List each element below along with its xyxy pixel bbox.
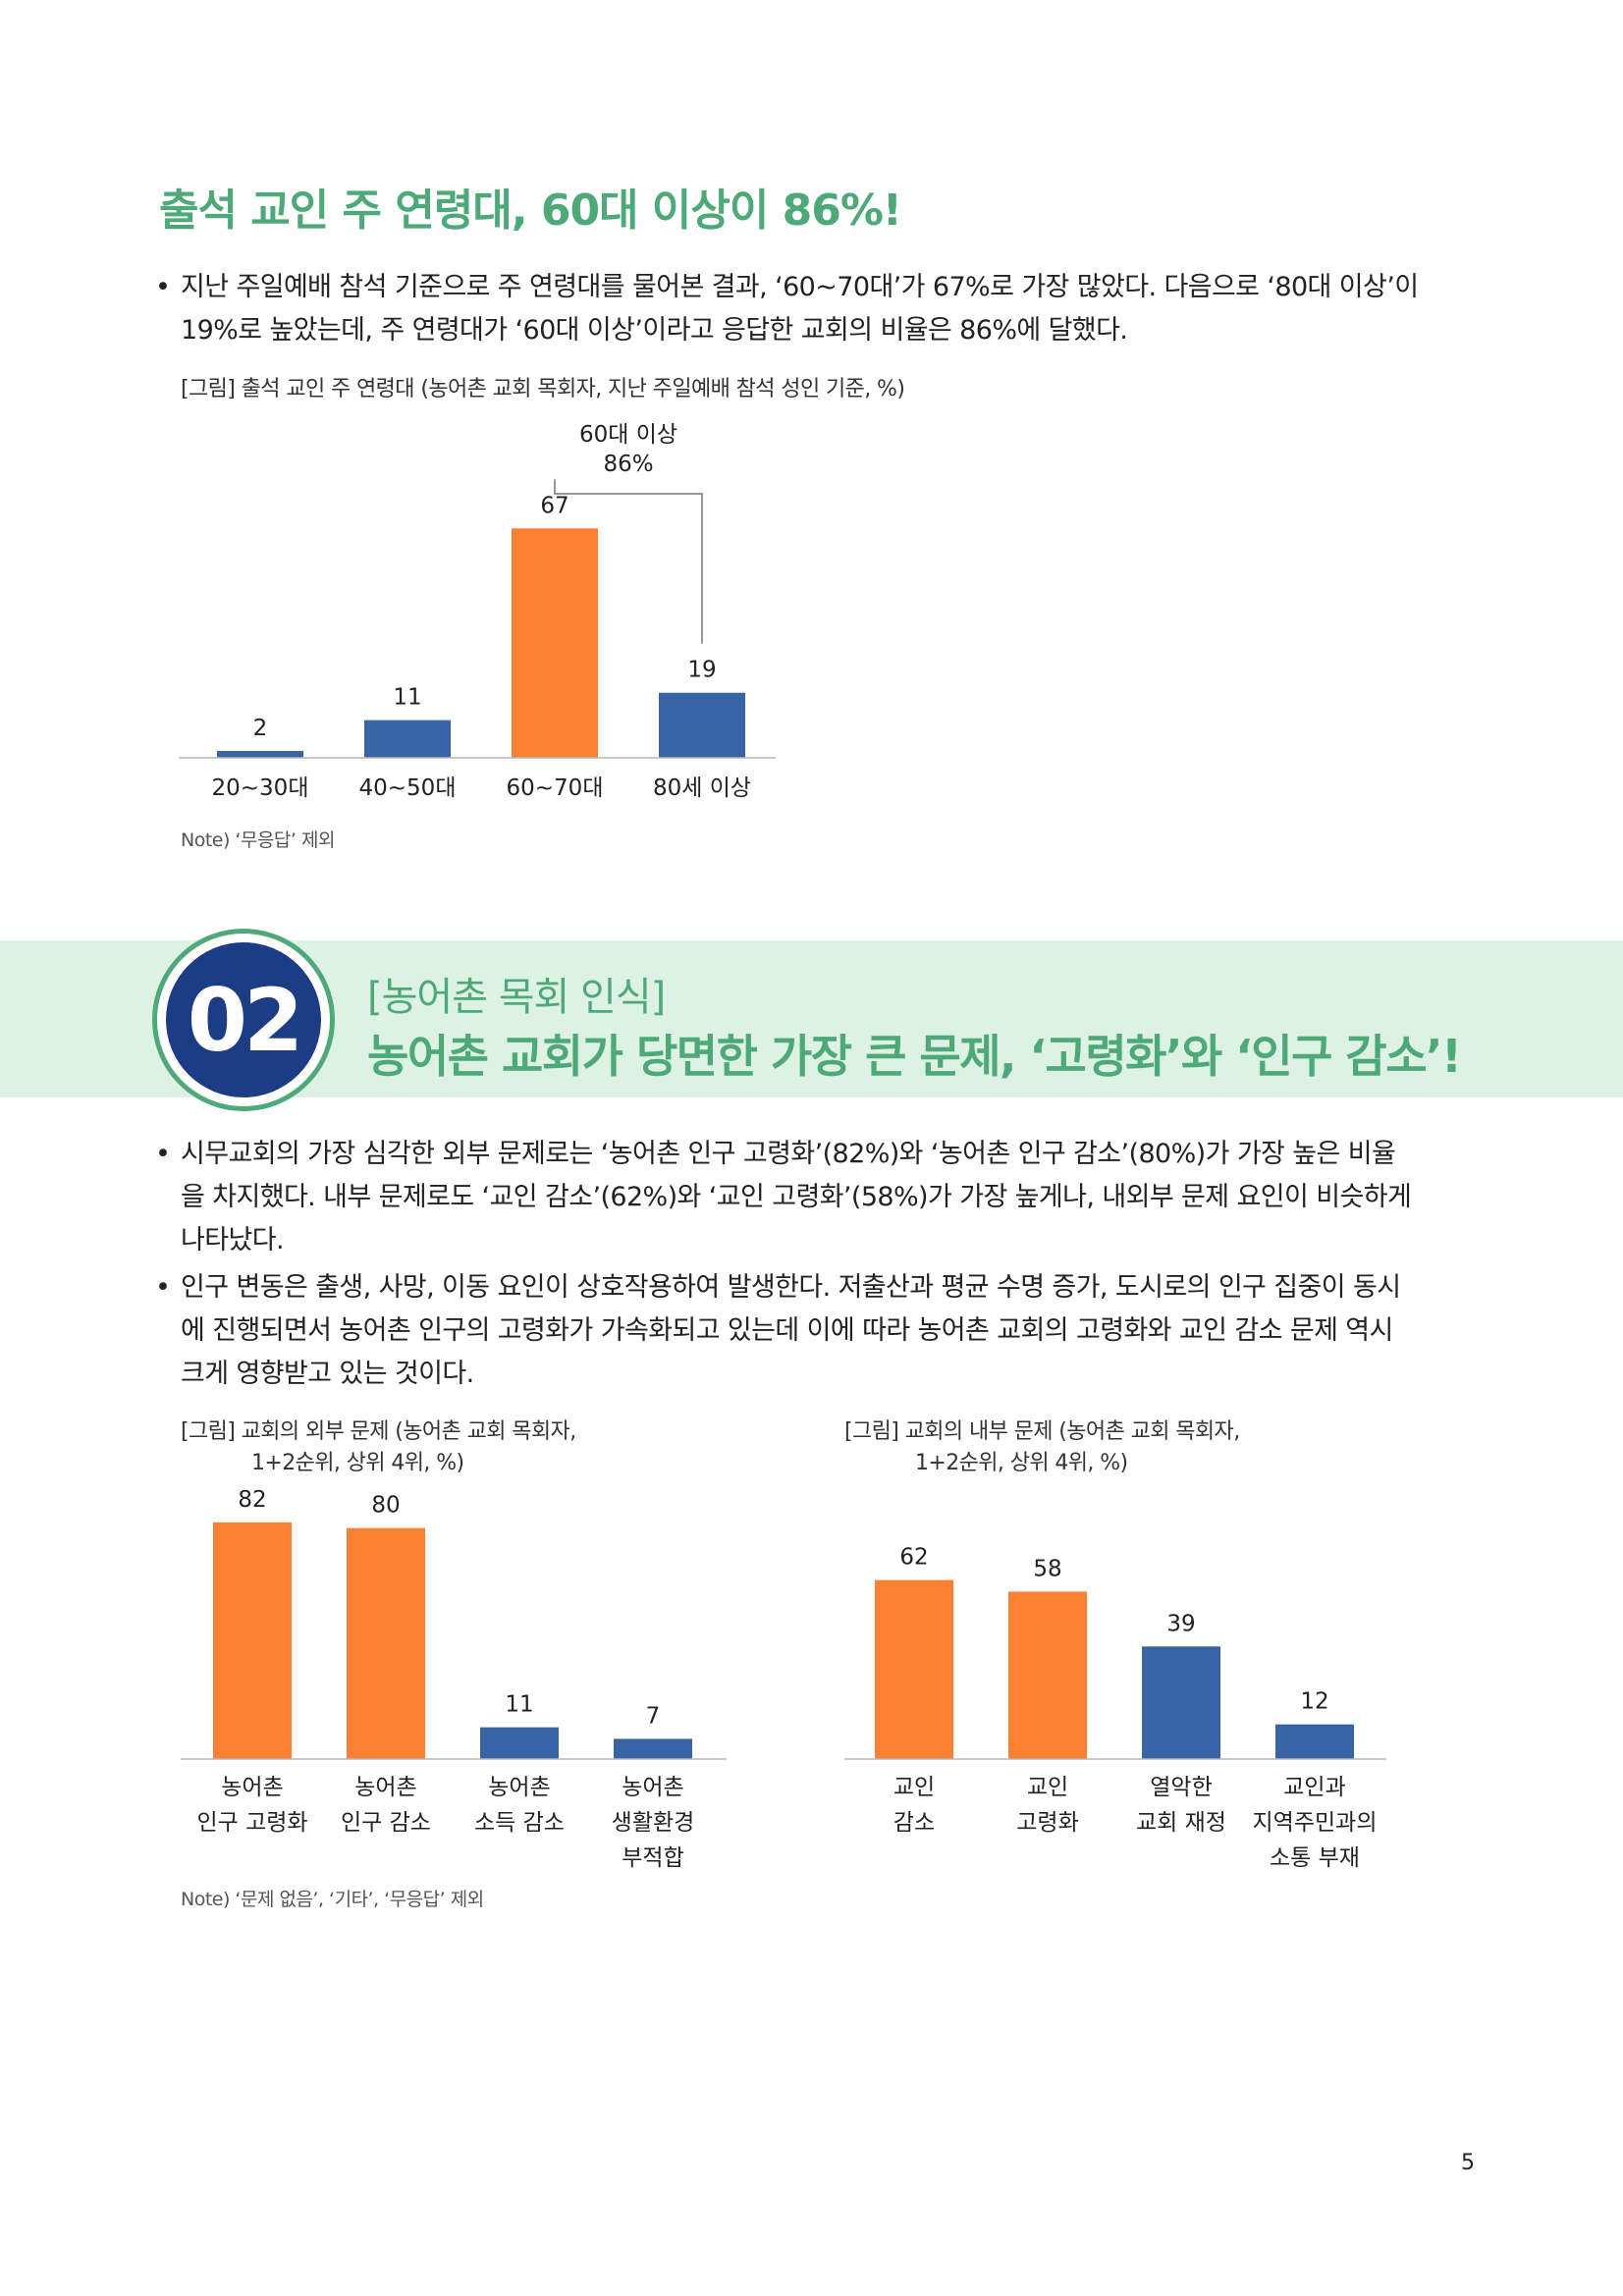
- text-line: 을 차지했다. 내부 문제로도 ‘교인 감소’(62%)와 ‘교인 고령화’(5…: [181, 1182, 1412, 1212]
- category-label: 소통 부재: [1270, 1845, 1360, 1871]
- category-label: 농어촌: [221, 1775, 283, 1800]
- age-group-bar-chart: 2 20~30대 11 40~50대 67 60~70대 19 80세 이상 60대 이상 86%: [179, 422, 776, 801]
- bar-value-label: 82: [238, 1487, 266, 1513]
- bar: [347, 1527, 425, 1759]
- bullet: •: [155, 1272, 171, 1303]
- category-label: 지역주민과의: [1253, 1810, 1378, 1836]
- caption-line: 1+2순위, 상위 4위, %): [915, 1451, 1128, 1475]
- bar: [217, 751, 303, 758]
- bar: [213, 1522, 292, 1759]
- category-label: 부적합: [622, 1845, 683, 1871]
- caption-line: [그림] 교회의 외부 문제 (농어촌 교회 목회자,: [181, 1419, 576, 1444]
- bar-value-label: 11: [393, 685, 421, 711]
- category-label: 열악한: [1150, 1775, 1212, 1800]
- category-label: 생활환경: [612, 1810, 695, 1836]
- category-label: 인구 고령화: [196, 1810, 307, 1836]
- section2-paragraph-1: • 시무교회의 가장 심각한 외부 문제로는 ‘농어촌 인구 고령화’(82%)…: [155, 1133, 1487, 1262]
- section-subtitle: [농어촌 목회 인식]: [367, 975, 666, 1020]
- text-line: 19%로 높았는데, 주 연령대가 ‘60대 이상’이라고 응답한 교회의 비율…: [181, 315, 1128, 346]
- category-label: 교인: [893, 1775, 935, 1800]
- section-heading: 농어촌 교회가 당면한 가장 큰 문제, ‘고령화’와 ‘인구 감소’!: [367, 1030, 1462, 1083]
- text-line: 나타났다.: [181, 1225, 285, 1255]
- category-label: 40~50대: [359, 775, 457, 801]
- bar-value-label: 12: [1300, 1689, 1328, 1715]
- bar-value-label: 67: [540, 493, 568, 518]
- figure-note: Note) ‘무응답’ 제외: [181, 829, 335, 851]
- bracket-line: [554, 479, 703, 644]
- bullet: •: [155, 1139, 171, 1169]
- bar: [1275, 1724, 1354, 1759]
- text-line: 지난 주일예배 참석 기준으로 주 연령대를 물어본 결과, ‘60~70대’가…: [181, 272, 1419, 302]
- bullet: •: [155, 272, 171, 302]
- figure-note-2: Note) ‘문제 없음’, ‘기타’, ‘무응답’ 제외: [181, 1889, 484, 1910]
- caption-line: 1+2순위, 상위 4위, %): [251, 1451, 464, 1475]
- section2-paragraph-2: • 인구 변동은 출생, 사망, 이동 요인이 상호작용하여 발생한다. 저출산…: [155, 1266, 1487, 1396]
- category-label: 고령화: [1016, 1810, 1078, 1836]
- category-label: 농어촌: [622, 1775, 683, 1800]
- bar: [659, 692, 745, 758]
- bar: [875, 1579, 953, 1759]
- bar-value-label: 19: [687, 658, 716, 683]
- figure-caption: [그림] 출석 교인 주 연령대 (농어촌 교회 목회자, 지난 주일예배 참석…: [181, 377, 905, 401]
- bar-value-label: 7: [646, 1703, 661, 1729]
- bar-value-label: 62: [899, 1545, 928, 1571]
- bar: [1142, 1646, 1220, 1759]
- bar-value-label: 80: [371, 1493, 400, 1519]
- category-label: 60~70대: [507, 775, 604, 801]
- figure-caption-external: [그림] 교회의 외부 문제 (농어촌 교회 목회자, 1+2순위, 상위 4위…: [181, 1416, 576, 1479]
- category-label: 인구 감소: [341, 1810, 431, 1836]
- category-label: 교인: [1027, 1775, 1068, 1800]
- category-label: 농어촌: [488, 1775, 550, 1800]
- figure-caption-internal: [그림] 교회의 내부 문제 (농어촌 교회 목회자, 1+2순위, 상위 4위…: [844, 1416, 1240, 1479]
- category-label: 소득 감소: [474, 1810, 565, 1836]
- category-label: 80세 이상: [653, 775, 751, 801]
- section-title: 출석 교인 주 연령대, 60대 이상이 86%!: [159, 186, 902, 236]
- bar: [1008, 1591, 1087, 1759]
- bar-value-label: 58: [1033, 1556, 1061, 1581]
- category-label: 교회 재정: [1136, 1810, 1226, 1836]
- section-number-badge: 02: [166, 942, 321, 1097]
- bracket-label: 86%: [603, 452, 653, 477]
- bar: [480, 1727, 559, 1759]
- caption-line: [그림] 교회의 내부 문제 (농어촌 교회 목회자,: [844, 1419, 1240, 1444]
- text-line: 에 진행되면서 농어촌 인구의 고령화가 가속화되고 있는데 이에 따라 농어촌…: [181, 1315, 1393, 1346]
- bracket-label: 60대 이상: [579, 422, 677, 448]
- category-label: 농어촌: [354, 1775, 416, 1800]
- text-line: 시무교회의 가장 심각한 외부 문제로는 ‘농어촌 인구 고령화’(82%)와 …: [181, 1139, 1396, 1169]
- category-label: 감소: [893, 1810, 935, 1836]
- page-number: 5: [1461, 2151, 1475, 2175]
- category-label: 교인과: [1283, 1775, 1345, 1800]
- bar-value-label: 11: [505, 1692, 533, 1718]
- section1-paragraph: • 지난 주일예배 참석 기준으로 주 연령대를 물어본 결과, ‘60~70대…: [155, 266, 1487, 352]
- bar: [512, 528, 598, 758]
- bar: [614, 1738, 692, 1759]
- bar-value-label: 39: [1166, 1611, 1195, 1636]
- bar-value-label: 2: [253, 716, 268, 741]
- text-line: 인구 변동은 출생, 사망, 이동 요인이 상호작용하여 발생한다. 저출산과 …: [181, 1272, 1401, 1303]
- category-label: 20~30대: [212, 775, 309, 801]
- bar: [364, 720, 451, 758]
- text-line: 크게 영향받고 있는 것이다.: [181, 1359, 474, 1389]
